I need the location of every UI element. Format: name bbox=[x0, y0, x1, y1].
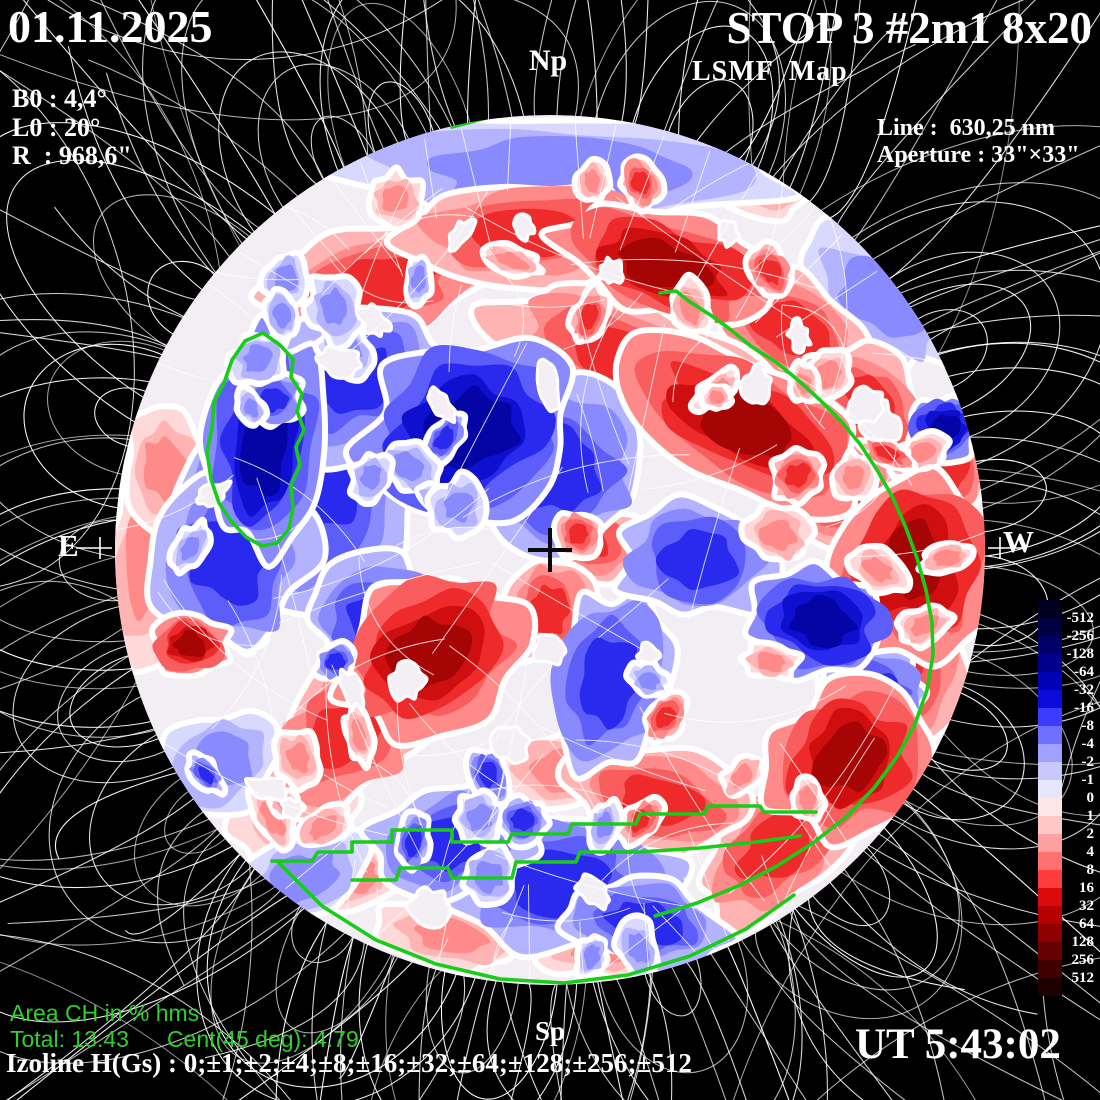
area-ch-cent-label: Cent(45 deg): bbox=[166, 1026, 308, 1052]
colorbar-tick-label: 0 bbox=[1086, 790, 1095, 806]
colorbar-tick-label: -64 bbox=[1074, 664, 1094, 680]
colorbar-segment bbox=[1038, 726, 1062, 744]
solar-radius-label: R : 968,6" bbox=[12, 141, 132, 170]
area-ch-heading: Area CH in % hms bbox=[10, 1000, 200, 1026]
colorbar-tick-label: -8 bbox=[1081, 718, 1095, 734]
aperture-label: Aperture : 33"×33" bbox=[877, 142, 1080, 168]
colorbar-segment bbox=[1038, 834, 1062, 852]
colorbar-segment bbox=[1038, 816, 1062, 834]
colorbar-segment bbox=[1038, 888, 1062, 906]
south-pole-label: Sp bbox=[534, 1016, 566, 1046]
colorbar-tick-label: -16 bbox=[1074, 700, 1094, 716]
colorbar-segment bbox=[1038, 924, 1062, 942]
colorbar-tick-label: 1 bbox=[1086, 808, 1095, 824]
disk-center-cross-marker bbox=[528, 528, 572, 572]
colorbar-segment bbox=[1038, 978, 1062, 996]
colorbar-segment bbox=[1038, 798, 1062, 816]
colorbar-tick-label: 4 bbox=[1086, 844, 1095, 860]
colorbar-tick-label: 8 bbox=[1086, 862, 1095, 878]
b0-angle-label: B0 : 4,4° bbox=[12, 84, 107, 113]
colorbar-segment bbox=[1038, 600, 1062, 618]
colorbar-tick-label: -1 bbox=[1081, 772, 1095, 788]
colorbar-segment bbox=[1038, 654, 1062, 672]
izoline-levels-label: Izoline H(Gs) : 0;±1;±2;±4;±8;±16;±32;±6… bbox=[6, 1048, 692, 1078]
colorbar-tick-label: -32 bbox=[1074, 682, 1094, 698]
observatory-title: STOP 3 #2m1 8x20 bbox=[726, 3, 1092, 53]
colorbar-tick-label: 512 bbox=[1071, 970, 1095, 986]
spectral-line-label: Line : 630,25 nm bbox=[877, 115, 1056, 141]
colorbar-segment bbox=[1038, 870, 1062, 888]
colorbar-tick-label: 128 bbox=[1071, 934, 1095, 950]
colorbar-segment bbox=[1038, 636, 1062, 654]
area-ch-total-value: 13.43 bbox=[71, 1026, 129, 1052]
colorbar-segment bbox=[1038, 690, 1062, 708]
map-type-label: LSMF Map bbox=[692, 56, 848, 87]
colorbar-segment bbox=[1038, 942, 1062, 960]
west-limb-label: W bbox=[1003, 524, 1034, 559]
area-ch-cent-value: 4.79 bbox=[313, 1026, 359, 1052]
colorbar-segment bbox=[1038, 906, 1062, 924]
colorbar-tick-label: -256 bbox=[1066, 628, 1095, 644]
colorbar-segment bbox=[1038, 708, 1062, 726]
north-pole-label: Np bbox=[528, 44, 568, 77]
date-label: 01.11.2025 bbox=[8, 1, 213, 52]
colorbar-tick-label: 256 bbox=[1071, 952, 1095, 968]
east-limb-label: E bbox=[58, 528, 79, 563]
colorbar-segment bbox=[1038, 618, 1062, 636]
colorbar-segment bbox=[1038, 762, 1062, 780]
l0-angle-label: L0 : 20° bbox=[12, 113, 101, 142]
colorbar-tick-label: -2 bbox=[1081, 754, 1095, 770]
colorbar-tick-label: -128 bbox=[1066, 646, 1095, 662]
colorbar-segment bbox=[1038, 960, 1062, 978]
ut-time-label: UT 5:43:02 bbox=[855, 1021, 1061, 1068]
colorbar-tick-label: 2 bbox=[1086, 826, 1095, 842]
colorbar-segment bbox=[1038, 672, 1062, 690]
colorbar-tick-label: 32 bbox=[1079, 898, 1094, 914]
colorbar-tick-label: 64 bbox=[1079, 916, 1094, 932]
area-ch-total-label: Total: bbox=[10, 1026, 65, 1052]
colorbar-segment bbox=[1038, 852, 1062, 870]
area-ch-values: Total: 13.43 Cent(45 deg): 4.79 bbox=[10, 1026, 359, 1053]
colorbar-segment bbox=[1038, 744, 1062, 762]
colorbar-tick-label: 16 bbox=[1079, 880, 1094, 896]
colorbar-tick-label: -4 bbox=[1081, 736, 1095, 752]
colorbar-tick-label: -512 bbox=[1066, 610, 1095, 626]
colorbar-segment bbox=[1038, 780, 1062, 798]
